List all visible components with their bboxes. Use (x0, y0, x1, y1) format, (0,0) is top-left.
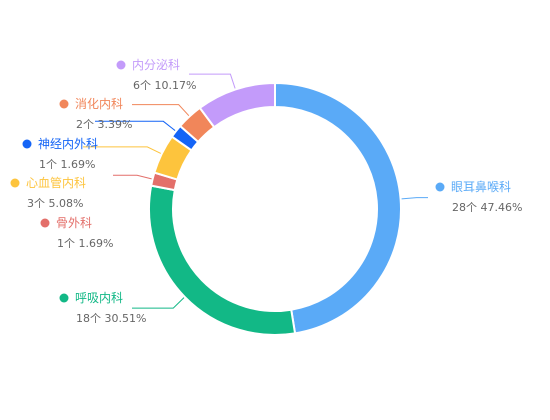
labels-layer: 眼耳鼻喉科 28个 47.46% 呼吸内科 18个 30.51% 骨外科 1个 1.69%… (10, 58, 522, 325)
label-value-1: 18个 30.51% (76, 312, 146, 325)
leader-line-2 (113, 174, 152, 180)
label-value-5: 2个 3.39% (76, 118, 132, 131)
label-value-6: 6个 10.17% (133, 79, 196, 92)
slice-0[interactable] (274, 81, 402, 335)
label-name-3: 心血管内科 (26, 175, 86, 190)
label-dot-0 (435, 182, 445, 192)
label-dot-4 (22, 139, 32, 149)
leader-line-1 (132, 297, 185, 309)
label-value-0: 28个 47.46% (452, 201, 522, 214)
leader-line-6 (189, 73, 236, 89)
label-dot-5 (59, 99, 69, 109)
label-name-6: 内分泌科 (132, 58, 180, 72)
slice-1[interactable] (148, 184, 297, 336)
slice-6[interactable] (198, 81, 276, 129)
label-dot-6 (116, 60, 126, 70)
leader-line-4 (95, 120, 176, 131)
label-dot-2 (40, 218, 50, 228)
leaders-layer (83, 73, 428, 309)
label-name-2: 骨外科 (56, 216, 92, 230)
label-name-5: 消化内科 (75, 97, 123, 111)
label-value-3: 3个 5.08% (27, 197, 83, 210)
label-value-2: 1个 1.69% (57, 237, 113, 250)
label-dot-3 (10, 178, 20, 188)
slices-layer (148, 81, 402, 336)
leader-line-3 (83, 146, 162, 154)
label-name-4: 神经内外科 (38, 137, 98, 151)
label-value-4: 1个 1.69% (39, 158, 95, 171)
leader-line-5 (132, 104, 190, 117)
label-name-1: 呼吸内科 (75, 291, 123, 305)
label-dot-1 (59, 293, 69, 303)
leader-line-0 (401, 197, 428, 200)
label-name-0: 眼耳鼻喉科 (451, 179, 511, 194)
